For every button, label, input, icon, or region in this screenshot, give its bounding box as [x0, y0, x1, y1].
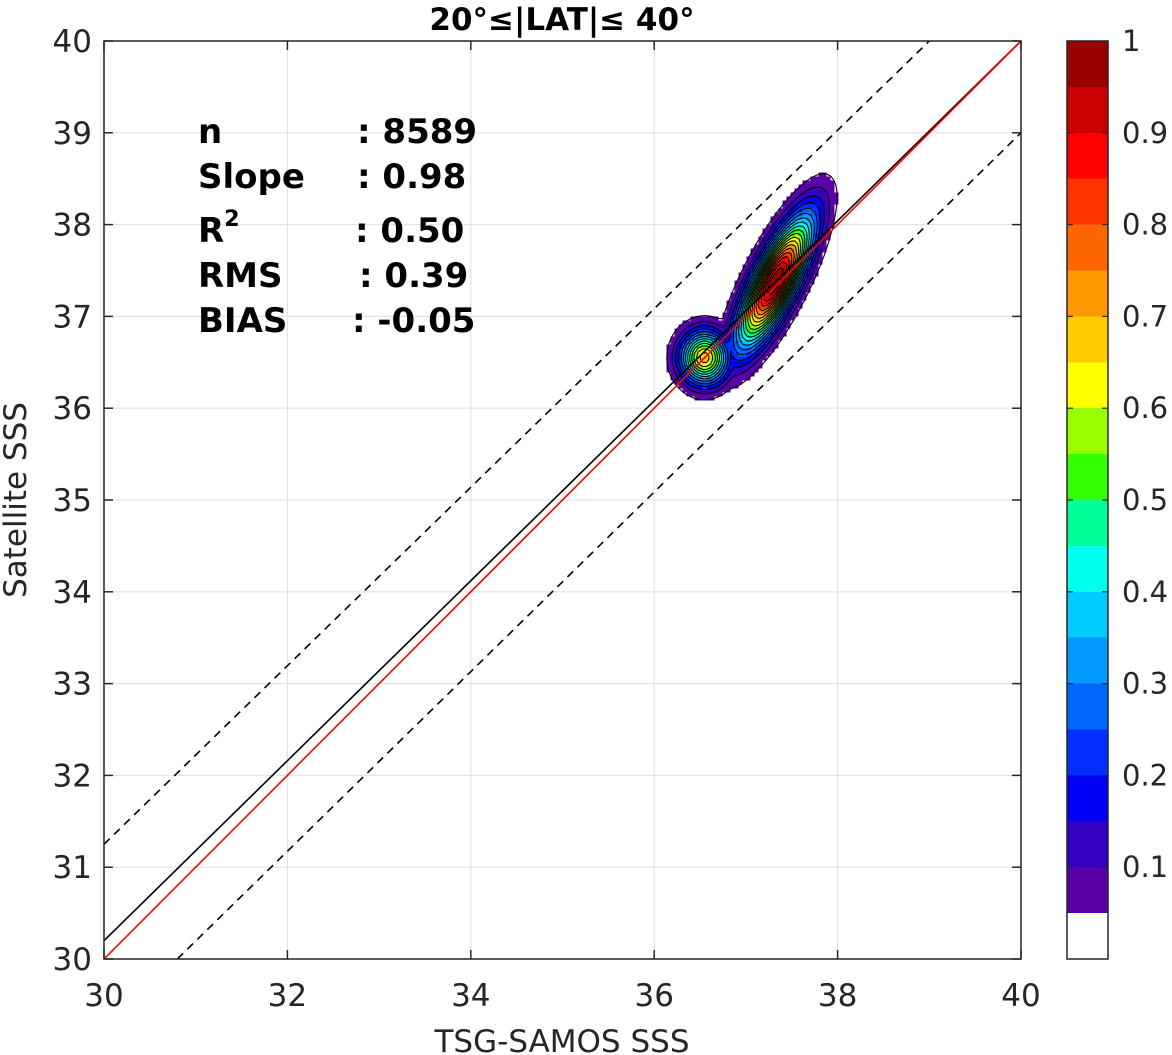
colorbar-segment: [1067, 41, 1108, 87]
colorbar-tick-label: 0.9: [1122, 116, 1168, 150]
colorbar-segment: [1067, 591, 1108, 638]
colorbar-segment: [1067, 454, 1108, 500]
y-tick-label: 32: [53, 758, 92, 794]
stat-slope-value: : 0.98: [357, 157, 466, 197]
x-tick-label: 32: [268, 978, 307, 1014]
fit-line: [104, 41, 1021, 942]
dashed-bound-line: [176, 132, 1021, 959]
x-tick-label: 38: [818, 978, 857, 1014]
colorbar-segment: [1067, 270, 1108, 317]
colorbar-segment: [1067, 408, 1108, 455]
colorbar-tick-label: 0.2: [1122, 758, 1168, 792]
grid-lines: [103, 40, 1022, 960]
contour-line: [675, 195, 825, 391]
y-tick-label: 38: [53, 208, 92, 244]
x-tick-label: 36: [634, 978, 673, 1014]
stat-bias-label: BIAS: [198, 301, 287, 341]
one-to-one-line: [104, 41, 1021, 959]
stat-r2-label: R2: [198, 207, 240, 251]
contour-line: [760, 255, 790, 307]
stats-box: n : 8589 Slope : 0.98 R2 : 0.50 RMS : 0.…: [198, 112, 477, 341]
colorbar-tick-label: 0.5: [1122, 483, 1168, 517]
reference-lines: [104, 41, 1021, 959]
colorbar-tick-label: 0.1: [1122, 850, 1168, 884]
y-axis-label: Satellite SSS: [0, 402, 34, 598]
stat-n-label: n: [198, 112, 222, 152]
y-tick-label: 37: [53, 299, 92, 335]
contour-line: [755, 247, 795, 315]
colorbar-segment: [1067, 132, 1108, 179]
colorbar-tick-label: 0.8: [1122, 208, 1168, 242]
stat-r2-base: R: [198, 211, 224, 251]
stat-slope-label: Slope: [198, 157, 305, 197]
contour-band: [682, 212, 815, 381]
colorbar-segment: [1067, 913, 1108, 959]
chart-title: 20°≤|LAT|≤ 40°: [429, 2, 694, 38]
y-tick-label: 34: [53, 575, 92, 611]
y-tick-label: 40: [53, 24, 92, 60]
stat-n-value: : 8589: [357, 112, 477, 152]
colorbar: 0.1 0.2 0.3 0.4 0.5 0.6 0.7 0.8 0.9 1: [1066, 24, 1168, 960]
colorbar-tick-label: 0.3: [1122, 667, 1168, 701]
y-tick-label: 31: [53, 850, 92, 886]
axis-ticks: [103, 40, 1022, 960]
colorbar-segment: [1067, 775, 1108, 822]
colorbar-segment: [1067, 683, 1108, 730]
x-tick-label: 34: [451, 978, 490, 1014]
colorbar-tick-label: 0.6: [1122, 391, 1168, 425]
y-tick-label: 35: [53, 483, 92, 519]
colorbar-segment: [1067, 545, 1108, 592]
stat-rms-label: RMS: [198, 256, 283, 296]
colorbar-segment: [1067, 500, 1108, 546]
stat-r2-sup: 2: [224, 207, 239, 232]
stat-rms-value: : 0.39: [359, 256, 468, 296]
dashed-bound-line: [104, 41, 930, 845]
y-tick-labels: 30 31 32 33 34 35 36 37 38 39 40: [53, 24, 92, 978]
x-tick-label: 40: [1001, 978, 1040, 1014]
y-tick-label: 33: [53, 667, 92, 703]
x-axis-label: TSG-SAMOS SSS: [434, 1024, 690, 1055]
colorbar-segment: [1067, 86, 1108, 133]
colorbar-segment: [1067, 867, 1108, 914]
colorbar-segment: [1067, 729, 1108, 776]
y-tick-label: 30: [53, 942, 92, 978]
contour-line: [753, 243, 797, 320]
colorbar-tick-label: 1: [1122, 24, 1140, 58]
stat-r2-value: : 0.50: [355, 211, 464, 251]
colorbar-segment: [1067, 224, 1108, 271]
y-tick-label: 39: [53, 116, 92, 152]
contour-line: [671, 186, 830, 395]
x-tick-labels: 30 32 34 36 38 40: [84, 978, 1040, 1014]
colorbar-segment: [1067, 316, 1108, 363]
y-tick-label: 36: [53, 391, 92, 427]
contour-line: [666, 173, 838, 401]
colorbar-segment: [1067, 637, 1108, 684]
colorbar-segment: [1067, 178, 1108, 225]
colorbar-tick-label: 0.7: [1122, 299, 1168, 333]
stat-bias-value: : -0.05: [352, 301, 475, 341]
contour-line: [696, 236, 802, 368]
colorbar-tick-label: 0.4: [1122, 575, 1168, 609]
colorbar-segment: [1067, 362, 1108, 409]
colorbar-segment: [1067, 821, 1108, 868]
x-tick-label: 30: [84, 978, 123, 1014]
